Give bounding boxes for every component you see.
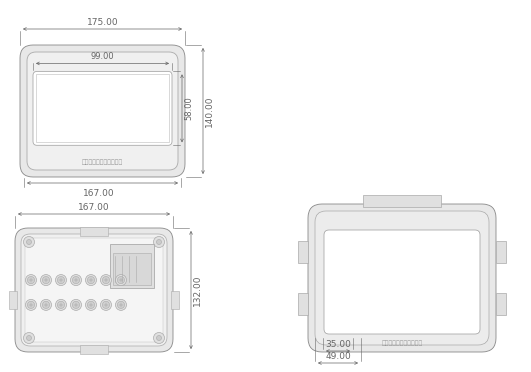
- Bar: [315, 209, 361, 216]
- Bar: [80, 227, 108, 236]
- FancyBboxPatch shape: [315, 211, 489, 345]
- FancyBboxPatch shape: [25, 238, 163, 342]
- Circle shape: [115, 275, 126, 286]
- Circle shape: [23, 333, 35, 343]
- FancyBboxPatch shape: [21, 234, 167, 346]
- Circle shape: [72, 276, 80, 284]
- Circle shape: [23, 237, 35, 247]
- Bar: [298, 241, 308, 263]
- Bar: [326, 219, 350, 327]
- Circle shape: [57, 301, 65, 308]
- Bar: [363, 195, 441, 207]
- FancyBboxPatch shape: [27, 52, 178, 170]
- Circle shape: [88, 276, 95, 284]
- Text: 多参数在线水质监测系统: 多参数在线水质监测系统: [82, 160, 123, 165]
- Circle shape: [71, 299, 81, 310]
- FancyBboxPatch shape: [308, 204, 496, 352]
- Circle shape: [153, 237, 165, 247]
- Bar: [326, 251, 337, 267]
- Bar: [298, 293, 308, 315]
- Circle shape: [57, 276, 65, 284]
- Circle shape: [157, 336, 161, 340]
- Bar: [315, 330, 361, 337]
- Circle shape: [28, 301, 35, 308]
- Text: 49.00: 49.00: [325, 352, 351, 361]
- Circle shape: [85, 275, 97, 286]
- Bar: [366, 266, 371, 270]
- Circle shape: [42, 301, 49, 308]
- Bar: [9, 291, 17, 309]
- Circle shape: [71, 275, 81, 286]
- FancyBboxPatch shape: [20, 45, 185, 177]
- Circle shape: [115, 299, 126, 310]
- Circle shape: [85, 299, 97, 310]
- Text: 175.00: 175.00: [87, 18, 118, 27]
- Circle shape: [102, 276, 109, 284]
- Circle shape: [117, 301, 125, 308]
- Circle shape: [56, 299, 66, 310]
- Circle shape: [42, 276, 49, 284]
- Circle shape: [40, 299, 52, 310]
- Circle shape: [25, 275, 37, 286]
- Circle shape: [56, 275, 66, 286]
- Bar: [361, 288, 365, 292]
- Circle shape: [100, 275, 112, 286]
- Circle shape: [102, 301, 109, 308]
- Text: 167.00: 167.00: [83, 189, 114, 198]
- Bar: [366, 288, 371, 292]
- Bar: [80, 345, 108, 354]
- Circle shape: [153, 333, 165, 343]
- Bar: [323, 215, 353, 331]
- Circle shape: [28, 276, 35, 284]
- Bar: [496, 293, 506, 315]
- FancyBboxPatch shape: [324, 230, 480, 334]
- Circle shape: [27, 336, 31, 340]
- Bar: [110, 244, 154, 288]
- Text: 132.00: 132.00: [193, 274, 202, 306]
- Bar: [113, 253, 151, 285]
- Bar: [496, 241, 506, 263]
- Circle shape: [72, 301, 80, 308]
- Bar: [315, 209, 361, 337]
- Bar: [171, 291, 179, 309]
- FancyBboxPatch shape: [15, 228, 173, 352]
- Circle shape: [100, 299, 112, 310]
- Text: 多参数在线水质监测系统: 多参数在线水质监测系统: [381, 340, 423, 346]
- Text: 140.00: 140.00: [205, 95, 214, 127]
- Bar: [341, 251, 350, 267]
- Circle shape: [157, 240, 161, 244]
- FancyBboxPatch shape: [33, 71, 172, 145]
- Bar: [36, 74, 169, 142]
- Circle shape: [88, 301, 95, 308]
- Bar: [361, 283, 365, 287]
- Text: 58.00: 58.00: [184, 96, 193, 120]
- Circle shape: [25, 299, 37, 310]
- Text: 99.00: 99.00: [91, 52, 114, 61]
- Bar: [361, 266, 365, 270]
- Circle shape: [117, 276, 125, 284]
- Bar: [361, 261, 365, 266]
- Text: 35.00: 35.00: [325, 340, 351, 349]
- Circle shape: [27, 240, 31, 244]
- Bar: [366, 261, 371, 266]
- Bar: [366, 283, 371, 287]
- Circle shape: [40, 275, 52, 286]
- Text: 167.00: 167.00: [78, 203, 110, 212]
